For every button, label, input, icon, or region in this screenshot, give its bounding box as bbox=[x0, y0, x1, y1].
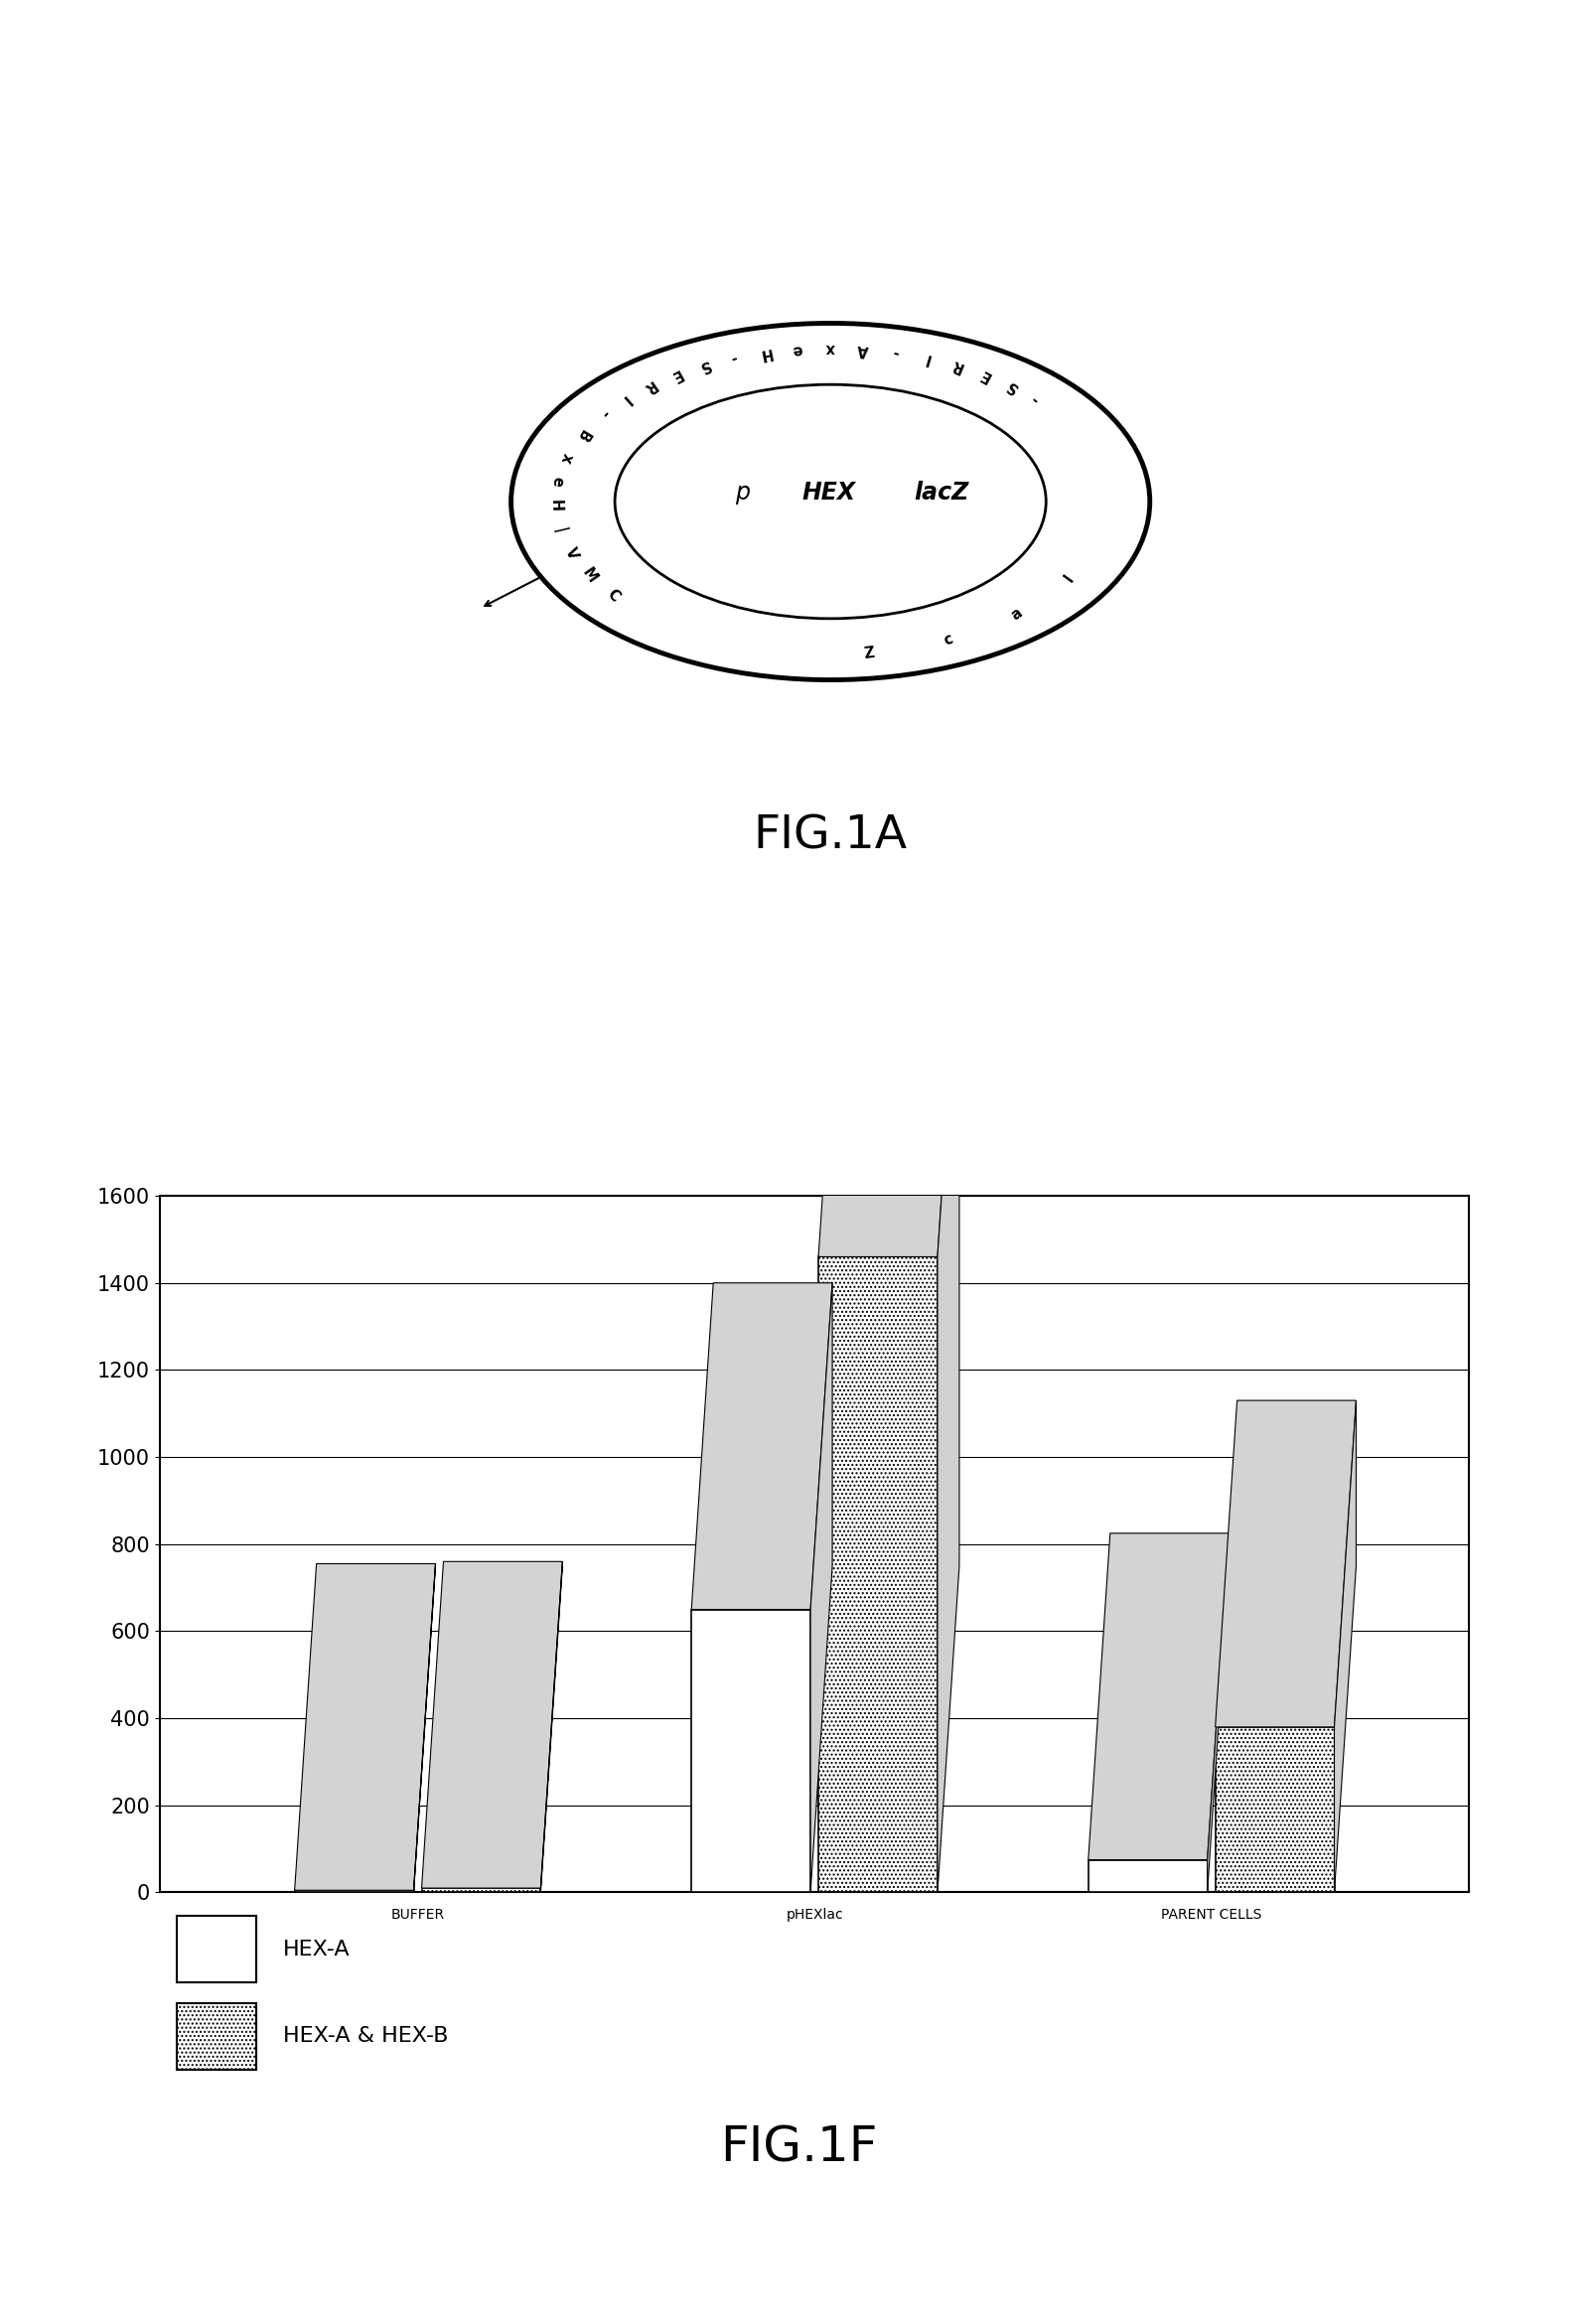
Polygon shape bbox=[421, 1560, 562, 1888]
Text: FIG.1A: FIG.1A bbox=[753, 813, 907, 859]
Text: I: I bbox=[922, 351, 932, 367]
Text: -: - bbox=[891, 344, 900, 360]
Polygon shape bbox=[413, 1563, 436, 1892]
Text: H: H bbox=[757, 344, 772, 362]
Polygon shape bbox=[541, 1560, 562, 1892]
Text: HEX: HEX bbox=[801, 481, 855, 504]
Text: p: p bbox=[734, 481, 750, 504]
Text: e: e bbox=[549, 476, 565, 488]
Text: -: - bbox=[597, 406, 611, 420]
Text: R: R bbox=[948, 358, 964, 374]
Polygon shape bbox=[1334, 1400, 1355, 1892]
Text: B: B bbox=[573, 425, 592, 444]
Bar bbox=[177, 2004, 255, 2069]
Text: -: - bbox=[728, 351, 739, 367]
Text: S: S bbox=[1002, 376, 1020, 395]
Text: V: V bbox=[562, 546, 579, 562]
Text: H: H bbox=[547, 499, 562, 511]
Text: e: e bbox=[792, 341, 803, 358]
Text: A: A bbox=[857, 341, 870, 358]
Polygon shape bbox=[811, 1282, 832, 1892]
Text: C: C bbox=[603, 587, 622, 606]
Bar bbox=[1215, 1728, 1334, 1892]
Text: a: a bbox=[1009, 606, 1025, 622]
Text: HEX-A & HEX-B: HEX-A & HEX-B bbox=[282, 2027, 448, 2046]
Polygon shape bbox=[937, 931, 959, 1892]
Text: l: l bbox=[1061, 571, 1076, 585]
Text: |: | bbox=[551, 525, 568, 534]
Ellipse shape bbox=[614, 385, 1045, 618]
Polygon shape bbox=[817, 931, 959, 1256]
Polygon shape bbox=[294, 1563, 436, 1890]
Ellipse shape bbox=[511, 323, 1149, 680]
Text: I: I bbox=[618, 392, 632, 406]
Text: HEX-A: HEX-A bbox=[282, 1939, 350, 1960]
Text: c: c bbox=[942, 632, 954, 648]
Text: E: E bbox=[667, 367, 683, 383]
Text: x: x bbox=[557, 450, 575, 464]
Polygon shape bbox=[1087, 1533, 1229, 1860]
Bar bbox=[177, 1916, 255, 1983]
Text: Z: Z bbox=[862, 646, 875, 662]
Bar bbox=[817, 1256, 937, 1892]
Polygon shape bbox=[1215, 1400, 1355, 1728]
Bar bbox=[691, 1609, 811, 1892]
Text: lacZ: lacZ bbox=[913, 481, 967, 504]
Text: S: S bbox=[696, 358, 710, 374]
Text: FIG.1F: FIG.1F bbox=[720, 2125, 876, 2171]
Polygon shape bbox=[1207, 1533, 1229, 1892]
Text: M: M bbox=[579, 564, 598, 585]
Bar bbox=[421, 1888, 541, 1892]
Text: R: R bbox=[640, 376, 658, 395]
Text: -: - bbox=[1028, 392, 1042, 406]
Text: x: x bbox=[825, 341, 835, 355]
Polygon shape bbox=[691, 1282, 832, 1609]
Text: E: E bbox=[977, 367, 993, 383]
Bar bbox=[1087, 1860, 1207, 1892]
